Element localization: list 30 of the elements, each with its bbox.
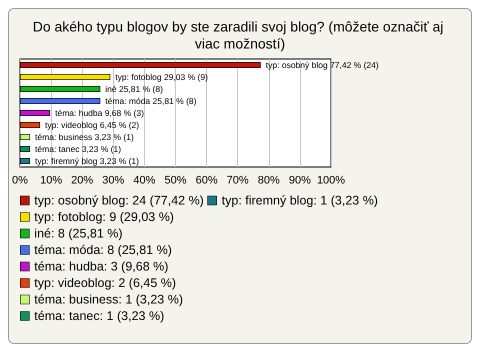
legend-label: typ: osobný blog: 24 (77,42 %) — [34, 194, 204, 208]
x-tick-label: 100% — [316, 174, 346, 186]
x-tick-label: 20% — [71, 174, 94, 186]
x-tick-label: 80% — [258, 174, 280, 186]
x-tick-label: 60% — [196, 174, 218, 186]
legend-label: téma: hudba: 3 (9,68 %) — [34, 260, 168, 274]
data-label: typ: firemný blog 3,23 % (1) — [35, 156, 140, 166]
data-label: téma: móda 25,81 % (8) — [105, 96, 197, 106]
legend-label: téma: móda: 8 (25,81 %) — [34, 243, 172, 257]
data-label: typ: fotoblog 29,03 % (9) — [115, 72, 208, 82]
x-tick-label: 90% — [288, 174, 312, 186]
legend-label: iné: 8 (25,81 %) — [34, 226, 123, 240]
x-tick-label: 0% — [12, 174, 28, 186]
data-label: téma: business 3,23 % (1) — [35, 132, 134, 142]
data-label: téma: tanec 3,23 % (1) — [35, 144, 122, 154]
data-label: typ: videoblog 6,45 % (2) — [45, 120, 140, 130]
legend-label: téma: business: 1 (3,23 %) — [34, 292, 183, 306]
x-tick-label: 40% — [133, 174, 156, 186]
x-tick-label: 30% — [102, 174, 125, 186]
x-tick-label: 10% — [40, 174, 62, 186]
legend-label: téma: tanec: 1 (3,23 %) — [34, 309, 164, 323]
x-tick-label: 70% — [226, 174, 249, 186]
chart-title: Do akého typu blogov by ste zaradili svoj blog? (môžete označiť aj viac možností) — [32, 18, 448, 52]
legend-label: typ: fotoblog: 9 (29,03 %) — [34, 210, 174, 224]
x-tick-label: 50% — [164, 174, 187, 186]
legend-label: typ: firemný blog: 1 (3,23 %) — [222, 194, 378, 208]
legend-label: typ: videoblog: 2 (6,45 %) — [34, 276, 176, 290]
data-label: typ: osobný blog 77,42 % (24) — [266, 60, 379, 70]
data-label: iné 25,81 % (8) — [105, 84, 164, 94]
data-label: téma: hudba 9,68 % (3) — [55, 108, 144, 118]
